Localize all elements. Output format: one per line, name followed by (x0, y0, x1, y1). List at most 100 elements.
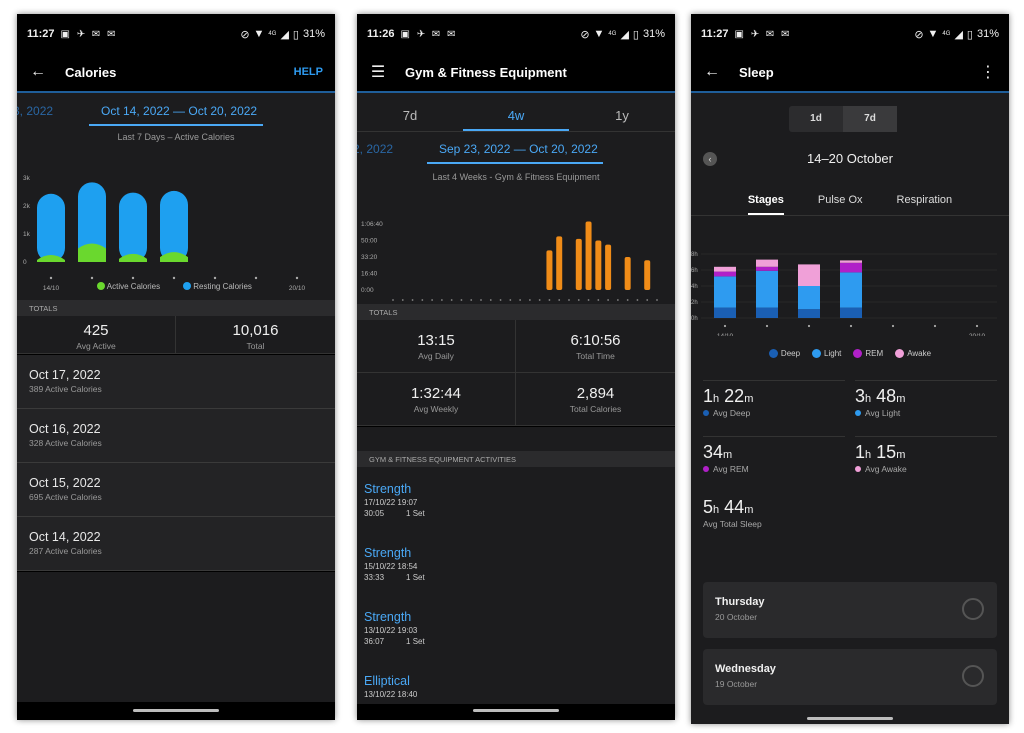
page-title: Gym & Fitness Equipment (405, 64, 567, 80)
activity-duration: 33:33 (364, 573, 385, 582)
notification-icons: ▣ ✈ ✉ ✉ (400, 28, 458, 40)
stat-unit: m (896, 393, 906, 405)
avg-active-value: 425 (83, 322, 109, 339)
circle-icon (962, 665, 984, 687)
stat-label: Avg Total Sleep (703, 519, 762, 529)
signal-icon: ◢ (954, 28, 963, 41)
totals-grid: 13:15 Avg Daily 6:10:56 Total Time 1:32:… (357, 320, 675, 426)
stat-value: 1h 15m (855, 442, 997, 463)
tab-stages[interactable]: Stages (747, 186, 784, 215)
activity-datetime: 17/10/22 19:07 (364, 498, 418, 507)
activity-name[interactable]: Elliptical (364, 674, 410, 688)
activity-meta: 36:07 1 Set (364, 637, 447, 646)
avg-daily-label: Avg Daily (418, 351, 454, 361)
total-cell: 10,016 Total (176, 316, 335, 354)
x-dot (577, 299, 580, 301)
y-tick-label: 6h (691, 268, 698, 274)
avg-active-label: Avg Active (76, 341, 116, 351)
x-dot (528, 299, 531, 301)
date-range-selector[interactable]: 3, 2022 Oct 14, 2022 — Oct 20, 2022 (17, 98, 335, 126)
activity-name[interactable]: Strength (364, 546, 412, 560)
light-dot-icon (855, 410, 861, 416)
current-range[interactable]: Oct 14, 2022 — Oct 20, 2022 (101, 104, 258, 118)
list-item[interactable]: Oct 14, 2022 287 Active Calories (17, 517, 335, 571)
segment-1d[interactable]: 1d (810, 113, 822, 124)
y-tick-label: 1:06:40 (361, 221, 383, 228)
stat-label: Avg REM (703, 464, 845, 474)
rem-dot-icon (853, 349, 863, 358)
x-dot (626, 299, 629, 301)
total-calories-cell: 2,894 Total Calories (516, 373, 675, 426)
x-dot (616, 299, 619, 301)
list-item[interactable]: Oct 15, 2022 695 Active Calories (17, 463, 335, 517)
day-card-thursday[interactable]: Thursday 20 October (703, 582, 997, 638)
duration-bar (575, 238, 582, 290)
sleep-screen: 11:27 ▣ ✈ ✉ ✉ ⊘ ▼ 4G ◢ ▯ 31% ← Sleep ⋮ 1… (691, 14, 1009, 724)
date-range-selector[interactable]: 2, 2022 Sep 23, 2022 — Oct 20, 2022 (357, 136, 675, 164)
day-date: Oct 17, 2022 (29, 368, 101, 382)
stat-num: 15 (876, 442, 897, 462)
total-label: Total (246, 341, 265, 351)
signal-icon: ◢ (620, 28, 629, 41)
activities-header: GYM & FITNESS EQUIPMENT ACTIVITIES (357, 451, 675, 467)
activity-name[interactable]: Strength (364, 610, 412, 624)
activity-item[interactable]: Strength 15/10/22 18:54 33:33 1 Set (364, 546, 447, 582)
x-dot (607, 299, 610, 301)
sleep-deep-segment (714, 307, 736, 318)
x-dot (568, 299, 570, 301)
gesture-bar[interactable] (473, 709, 559, 712)
day-card-wednesday[interactable]: Wednesday 19 October (703, 649, 997, 705)
previous-range[interactable]: 3, 2022 (17, 104, 54, 118)
activity-datetime: 13/10/22 18:40 (364, 690, 418, 699)
activity-sets: 1 Set (406, 637, 425, 646)
tab-respiration[interactable]: Respiration (896, 194, 953, 206)
stat-label-text: Avg Deep (713, 408, 751, 418)
gesture-bar[interactable] (133, 709, 219, 712)
range-underline (89, 124, 263, 126)
tab-4w[interactable]: 4w (463, 98, 569, 131)
list-item[interactable]: Oct 17, 2022 389 Active Calories (17, 355, 335, 409)
sleep-chart: 8h 6h 4h 2h 0h 14/10 20/10 (691, 252, 997, 336)
previous-range[interactable]: 2, 2022 (357, 142, 394, 156)
x-dot (519, 299, 522, 301)
network-type: 4G (608, 31, 617, 37)
gesture-bar[interactable] (807, 717, 893, 720)
list-item[interactable]: Oct 16, 2022 328 Active Calories (17, 409, 335, 463)
card-day: Thursday (715, 596, 765, 608)
page-title: Sleep (739, 64, 774, 80)
tab-7d[interactable]: 7d (402, 108, 418, 123)
stat-unit: h (865, 449, 872, 461)
back-arrow-icon[interactable]: ← (30, 63, 46, 80)
resting-bar (160, 190, 188, 262)
sleep-light-segment (840, 272, 862, 308)
x-dot (450, 299, 453, 301)
legend-resting-label: Resting Calories (193, 282, 252, 291)
activity-item[interactable]: Strength 17/10/22 19:07 30:05 1 Set (364, 482, 447, 518)
menu-icon[interactable]: ☰ (370, 64, 386, 81)
status-bar: 11:27 ▣ ✈ ✉ ✉ ⊘ ▼ 4G ◢ ▯ 31% (17, 14, 335, 54)
segment-7d[interactable]: 7d (843, 106, 897, 132)
y-tick-label: 8h (691, 252, 698, 258)
resting-dot-icon (183, 282, 191, 290)
chart-subtitle: Last 7 Days – Active Calories (117, 132, 235, 142)
tab-1y[interactable]: 1y (615, 108, 629, 123)
back-arrow-icon[interactable]: ← (704, 63, 720, 80)
y-tick-label: 1k (23, 231, 31, 238)
tab-pulse-ox[interactable]: Pulse Ox (817, 194, 863, 206)
current-range[interactable]: Sep 23, 2022 — Oct 20, 2022 (439, 142, 598, 156)
activity-name[interactable]: Strength (364, 482, 412, 496)
header-divider (691, 91, 1009, 93)
activity-item[interactable]: Elliptical 13/10/22 18:40 (364, 674, 417, 699)
activity-datetime: 13/10/22 19:03 (364, 626, 418, 635)
chart-subtitle: Last 4 Weeks - Gym & Fitness Equipment (432, 172, 600, 182)
stat-num: 1 (855, 442, 866, 462)
x-dot (90, 276, 94, 280)
sleep-deep-segment (840, 307, 862, 318)
more-options-icon[interactable]: ⋮ (980, 64, 996, 81)
activity-item[interactable]: Strength 13/10/22 19:03 36:07 1 Set (364, 610, 447, 646)
x-dot (723, 324, 727, 328)
chevron-left-icon[interactable]: ‹ (703, 152, 717, 166)
sleep-rem-segment (756, 266, 778, 271)
help-button[interactable]: HELP (293, 66, 323, 78)
mute-icon: ⊘ (240, 28, 250, 41)
